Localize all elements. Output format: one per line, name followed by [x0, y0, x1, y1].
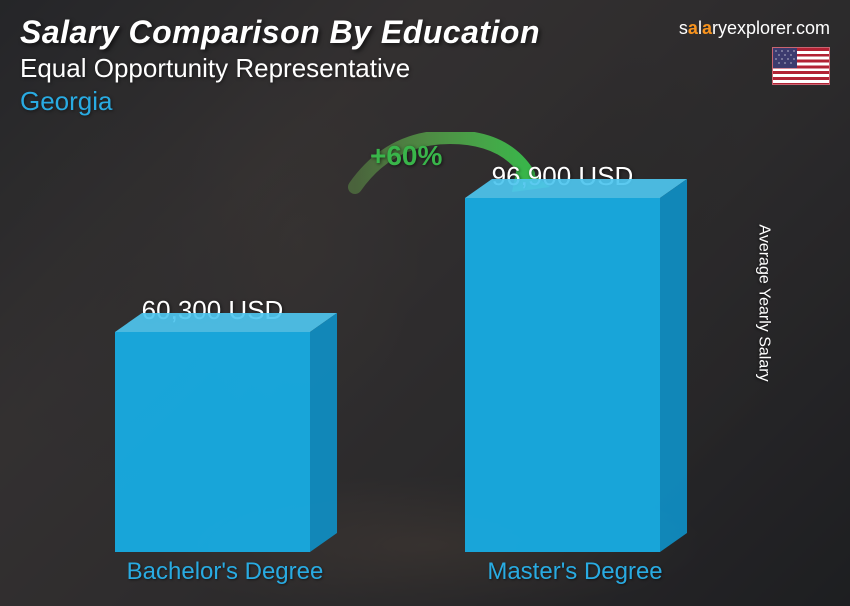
bar-side-face: [310, 313, 338, 553]
bar-front-face: [465, 198, 660, 552]
bar-side-face: [660, 179, 688, 553]
bar-front-face: [115, 332, 310, 552]
category-label-bachelors: Bachelor's Degree: [115, 558, 335, 586]
brand-part: s: [679, 18, 688, 38]
bar-chart: 60,300 USD 96,900 USD: [20, 145, 790, 588]
bar-group-bachelors: 60,300 USD: [115, 295, 310, 552]
y-axis-label: Average Yearly Salary: [754, 224, 772, 381]
subtitle: Equal Opportunity Representative: [20, 53, 679, 84]
category-label-masters: Master's Degree: [465, 558, 685, 586]
brand-logo-text: salaryexplorer.com: [679, 18, 830, 39]
bar-masters: [465, 198, 660, 552]
bar-bachelors: [115, 332, 310, 552]
location-label: Georgia: [20, 86, 679, 117]
brand-part: ryexplorer: [712, 18, 791, 38]
bar-top-face: [115, 313, 337, 333]
header-row: Salary Comparison By Education Equal Opp…: [20, 14, 830, 117]
header-right: salaryexplorer.com: [679, 14, 830, 85]
brand-accent: a: [688, 18, 698, 38]
content-container: Salary Comparison By Education Equal Opp…: [0, 0, 850, 606]
brand-suffix: .com: [791, 18, 830, 38]
us-flag-icon: [772, 47, 830, 85]
bar-group-masters: 96,900 USD: [465, 161, 660, 552]
main-title: Salary Comparison By Education: [20, 14, 679, 51]
bar-top-face: [465, 179, 687, 199]
title-block: Salary Comparison By Education Equal Opp…: [20, 14, 679, 117]
brand-accent: a: [702, 18, 712, 38]
